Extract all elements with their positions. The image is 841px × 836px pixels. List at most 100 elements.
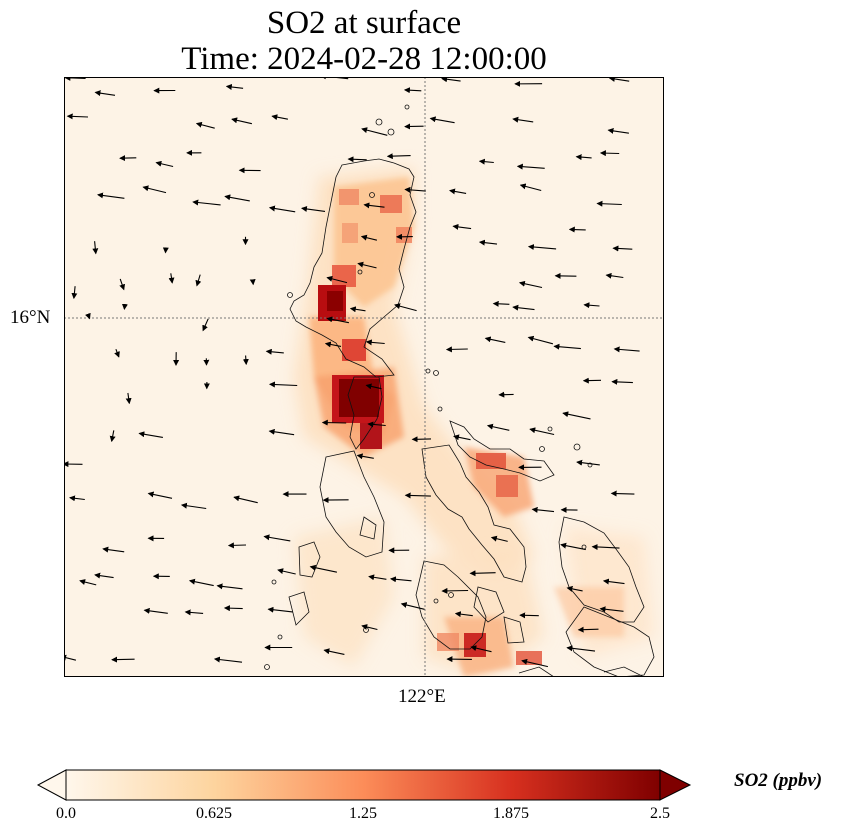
wind-arrow [404,492,431,499]
wind-arrow [470,645,492,653]
wind-arrow [79,579,97,586]
wind-arrow [361,127,388,136]
wind-arrow [271,114,289,121]
wind-arrow [512,116,534,123]
wind-arrow [529,427,555,436]
wind-arrow [478,239,498,246]
wind-arrow [268,381,298,388]
wind-arrow [155,160,174,168]
wind-arrow [449,188,467,195]
lat-tick-label: 16°N [10,307,51,328]
wind-arrow [386,153,411,160]
wind-arrow [518,280,543,289]
wind-arrow [566,645,596,652]
wind-arrow [368,574,387,581]
wind-arrow [231,117,253,125]
title-line-2: Time: 2024-02-28 12:00:00 [181,41,547,77]
wind-arrow [484,336,506,343]
wind-arrow [265,348,284,355]
wind-arrow [142,185,167,194]
wind-arrow [605,272,624,279]
wind-arrow [323,648,345,655]
wind-arrow [213,656,243,663]
wind-arrow [441,77,461,83]
wind-arrow [263,534,291,542]
wind-arrow [512,304,535,311]
wind-arrow [453,434,471,441]
wind-arrow [349,306,366,313]
colorbar-extend-max [659,769,692,801]
wind-arrow [242,355,249,366]
wind-arrow [114,349,120,358]
wind-arrow [326,275,348,284]
wind-arrow [365,339,385,346]
wind-arrow [390,576,412,583]
wind-arrow [69,495,85,502]
wind-arrow [94,572,114,579]
wind-arrow [527,335,554,345]
wind-arrow [66,113,89,120]
wind-arrow [527,244,557,251]
wind-arrow [225,83,244,90]
wind-arrow [404,186,426,193]
wind-arrow [301,205,326,212]
wind-arrow [394,303,417,312]
wind-arrow [596,200,622,207]
wind-arrow [138,431,163,438]
wind-arrow [119,278,126,291]
colorbar [36,769,692,801]
wind-arrow [192,199,221,206]
wind-arrow [454,611,473,618]
wind-arrow [441,587,469,594]
wind-arrow [583,302,600,309]
wind-arrow [202,318,209,332]
wind-arrow [102,546,125,553]
colorbar-tick-1: 0.625 [196,805,232,822]
wind-arrow [168,273,175,284]
wind-arrow [478,158,494,165]
so2-hotspots [318,189,542,665]
wind-arrow [612,245,633,252]
wind-arrow [400,602,425,610]
map-panel [64,77,664,677]
colorbar-tick-0: 0.0 [56,805,76,822]
wind-arrow [521,658,549,668]
colorbar-tick-3: 1.875 [493,805,529,822]
wind-arrow [361,624,378,631]
wind-arrow [367,421,386,428]
wind-arrow [490,535,508,542]
wind-arrow [575,154,592,161]
wind-arrow [591,543,620,550]
wind-arrow [452,223,472,230]
wind-arrow [566,585,583,592]
colorbar-extend-min [36,769,67,801]
wind-arrow [363,202,385,209]
map-frame [64,77,664,677]
wind-arrow [94,90,116,97]
wind-arrow [403,87,422,94]
wind-arrow [429,116,455,124]
wind-arrow [516,163,545,170]
wind-arrow [227,542,247,549]
wind-arrow [577,626,599,633]
wind-arrow [411,436,432,443]
wind-arrow [223,605,243,612]
colorbar-tick-4: 2.5 [650,805,670,822]
wind-arrow [553,343,581,350]
wind-arrow [365,383,382,390]
wind-arrow [277,568,296,575]
wind-arrow [445,346,468,353]
wind-arrow [267,606,293,613]
wind-arrow [143,607,168,614]
wind-arrow [608,77,630,82]
wind-arrow [519,183,542,192]
wind-arrow [324,341,342,348]
small-islands [264,104,593,670]
map-svg [64,77,664,677]
wind-arrow [607,127,629,134]
wind-arrow [486,423,510,431]
wind-arrow [576,459,600,466]
wind-arrow [147,491,173,499]
wind-vectors [64,77,640,668]
wind-arrow [531,506,555,513]
